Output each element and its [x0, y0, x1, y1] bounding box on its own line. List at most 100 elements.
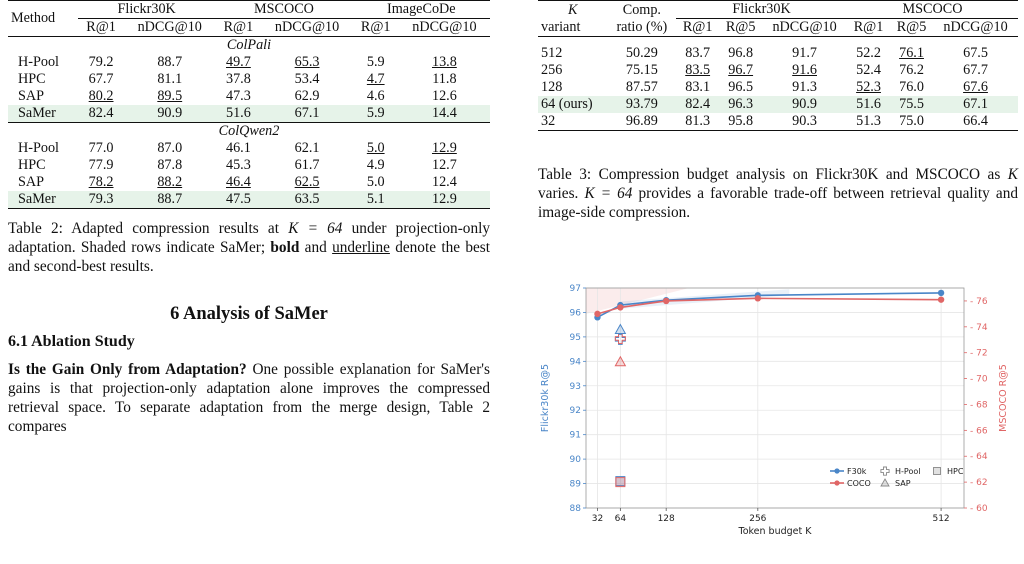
table3-caption: Table 3: Compression budget analysis on …: [538, 165, 1018, 222]
table2-value-cell: 5.0: [366, 174, 385, 190]
y-right-tick-label: - 68: [970, 400, 988, 410]
table3-value-cell: 76.1: [899, 44, 924, 61]
table2-section-label: ColPali: [226, 37, 272, 53]
table3-ratio-cell: 93.79: [607, 95, 677, 113]
shade-band: [620, 289, 790, 309]
table2-value-cell: 5.1: [352, 191, 399, 209]
table2-method-cell: HPC: [18, 71, 46, 87]
y-left-tick-label: 94: [570, 357, 582, 367]
table2-value-cell: 62.9: [294, 88, 320, 104]
table2-section-row: ColQwen2: [8, 122, 490, 141]
table-row: SaMer 82.4 90.9 51.6 67.1 5.9 14.4: [8, 105, 490, 123]
caption-bold: bold: [270, 239, 300, 256]
table3-group-header: Flickr30K: [676, 0, 848, 19]
table-row: HPC 77.9 87.8 45.3 61.7 4.9 12.7: [8, 157, 490, 174]
table-row: SAP 80.2 89.5 47.3 62.9 4.6 12.6: [8, 88, 490, 105]
table3-value-cell: 96.5: [728, 78, 754, 95]
baseline-marker-f30k: [614, 323, 627, 335]
table2-section-row: ColPali: [8, 36, 490, 55]
caption-text: under projection-only adaptation. Shaded…: [8, 220, 490, 256]
x-tick-label: 32: [592, 514, 603, 524]
table3-k-cell: 512: [541, 44, 563, 61]
table-row: 128 87.57 83.1 96.5 91.3 52.3 76.0 67.6: [538, 79, 1018, 96]
baseline-marker-coco: [614, 355, 627, 367]
y-right-axis-label: MSCOCO R@5: [998, 364, 1009, 432]
table3-value-cell: 67.6: [963, 78, 988, 95]
legend-swatch: [880, 478, 890, 487]
table2-method-header: Method: [11, 10, 56, 26]
table3-value-cell: 52.3: [856, 78, 881, 95]
caption-text: denote the best and second-best results.: [8, 239, 490, 275]
y-right-tick-label: - 60: [970, 504, 988, 514]
y-right-tick-label: - 62: [970, 478, 988, 488]
table2-value-cell: 67.7: [88, 71, 114, 87]
table3-value-cell: 96.3: [719, 95, 763, 113]
table2-value-cell: 90.9: [124, 105, 216, 123]
ratio-label: ratio (%): [616, 18, 668, 35]
y-right-tick-label: - 74: [970, 323, 988, 333]
caption-underline: underline: [332, 239, 390, 256]
legend-swatch: [880, 466, 890, 476]
table2-value-cell: 14.4: [398, 105, 490, 123]
table2-value-cell: 49.7: [225, 54, 251, 70]
paragraph-heading: Is the Gain Only from Adaptation?: [8, 361, 247, 378]
table3-value-cell: 66.4: [963, 112, 988, 129]
shade-band: [586, 288, 690, 314]
table3-value-cell: 67.1: [933, 95, 1018, 113]
table3-k-header: K variant: [538, 1, 608, 37]
table2-value-cell: 12.6: [431, 88, 457, 104]
baseline-marker-coco: [615, 477, 626, 488]
table-row: HPC 67.7 81.1 37.8 53.4 4.7 11.8: [8, 71, 490, 88]
table3-value-cell: 82.4: [676, 95, 720, 113]
table2-value-cell: 51.6: [215, 105, 262, 123]
table2-value-cell: 82.4: [78, 105, 125, 123]
table3-metric-header: R@1: [682, 19, 713, 35]
table3-value-cell: 52.2: [856, 44, 881, 61]
table-row: 64 (ours) 93.79 82.4 96.3 90.9 51.6 75.5 67.1: [538, 95, 1018, 113]
legend-swatch: [933, 467, 941, 475]
y-left-tick-label: 97: [570, 284, 581, 294]
x-tick-label: 128: [658, 514, 675, 524]
table2-value-cell: 88.7: [124, 191, 216, 209]
table2-value-cell: 78.2: [88, 174, 114, 190]
table2-value-cell: 4.7: [366, 71, 385, 87]
body-paragraph: Is the Gain Only from Adaptation? One po…: [8, 360, 490, 436]
table2-value-cell: 47.5: [215, 191, 262, 209]
table3-group-header: MSCOCO: [847, 0, 1018, 19]
table3-ratio-header: Comp. ratio (%): [608, 1, 677, 37]
legend-label: COCO: [847, 479, 871, 488]
table3-k-cell: 32: [541, 112, 556, 129]
paragraph-text: One possible explanation for SaMer's gai…: [8, 361, 490, 435]
table2-value-cell: 12.7: [431, 157, 457, 173]
y-left-tick-label: 92: [570, 406, 581, 416]
table-row: H-Pool 77.0 87.0 46.1 62.1 5.0 12.9: [8, 140, 490, 157]
table2-value-cell: 5.9: [366, 54, 385, 70]
table-row: 512 50.29 83.7 96.8 91.7 52.2 76.1 67.5: [538, 36, 1018, 62]
table2-value-cell: 45.3: [225, 157, 251, 173]
table3-body: 512 50.29 83.7 96.8 91.7 52.2 76.1 67.5 256 75.15…: [538, 36, 1018, 130]
table2-value-cell: 53.4: [294, 71, 320, 87]
table2-value-cell: 61.7: [294, 157, 320, 173]
table3-metric-header: R@5: [896, 19, 927, 35]
caption-text: Table 2: Adapted compression results at: [8, 220, 289, 237]
table2-method-cell: SaMer: [8, 191, 78, 209]
variant-label: variant: [541, 18, 581, 35]
table2-value-cell: 46.1: [225, 140, 251, 156]
table2-value-cell: 79.2: [88, 54, 114, 70]
table2-group-header: ImageCoDe: [352, 0, 490, 19]
table3-value-cell: 75.5: [890, 95, 934, 113]
data-point-coco: [937, 296, 945, 303]
y-right-tick-label: - 72: [970, 349, 988, 359]
table2-value-cell: 46.4: [225, 174, 251, 190]
table3-value-cell: 52.4: [856, 61, 881, 78]
table2-value-cell: 65.3: [294, 54, 320, 70]
x-axis-label: Token budget K: [738, 526, 813, 537]
data-point-coco: [594, 310, 601, 318]
table3-value-cell: 83.1: [685, 78, 711, 95]
table2-value-cell: 12.9: [431, 140, 457, 156]
table3-value-cell: 83.5: [685, 61, 711, 78]
legend-label: HPC: [947, 467, 964, 476]
data-point-coco: [617, 304, 624, 311]
table3-value-cell: 75.0: [899, 112, 924, 129]
table2-metric-header: R@1: [223, 19, 254, 35]
